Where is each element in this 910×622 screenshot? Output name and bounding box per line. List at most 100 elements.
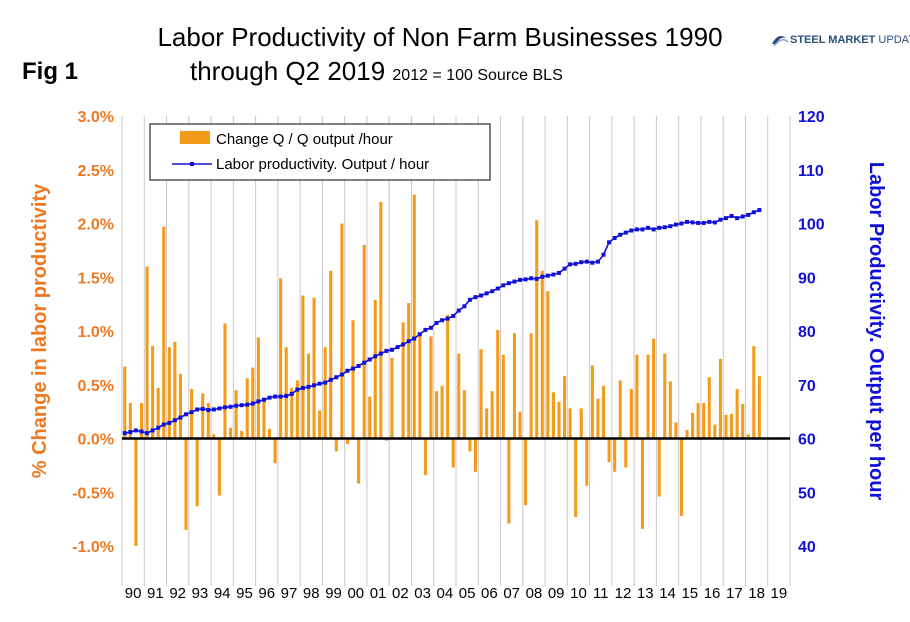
line-point: [590, 260, 595, 265]
bar-mark: [318, 410, 322, 439]
bar-mark: [323, 347, 327, 439]
x-tick-label: 01: [370, 585, 387, 602]
bar-mark: [379, 202, 383, 439]
line-point: [145, 431, 150, 436]
bar-mark: [579, 408, 583, 439]
line-point: [239, 403, 244, 408]
bar-mark: [206, 403, 210, 439]
bar-mark: [590, 365, 594, 439]
x-tick-label: 10: [570, 585, 587, 602]
right-tick-label: 110: [798, 163, 824, 180]
bar-mark: [217, 438, 221, 496]
bar-mark: [195, 438, 199, 507]
line-point: [679, 221, 684, 226]
bar-mark: [145, 266, 149, 439]
x-tick-label: 12: [615, 585, 632, 602]
line-point: [428, 325, 433, 330]
bar-mark: [440, 385, 444, 439]
line-point: [657, 225, 662, 230]
bar-mark: [535, 220, 539, 439]
line-point: [356, 363, 361, 368]
right-tick-label: 120: [798, 109, 825, 126]
x-tick-label: 17: [726, 585, 743, 602]
right-axis-title: Labor Productivity. Output per hour: [865, 162, 887, 501]
line-point: [512, 279, 517, 284]
line-point: [417, 332, 422, 337]
line-point: [222, 405, 227, 410]
line-point: [306, 384, 311, 389]
right-tick-label: 90: [798, 270, 816, 287]
legend: Change Q / Q output /hour Labor productiv…: [149, 123, 491, 181]
logo-text: STEEL MARKET UPDATE: [790, 34, 910, 46]
bar-mark: [234, 390, 238, 439]
line-point: [623, 230, 628, 235]
left-tick-label: 3.0%: [78, 109, 114, 126]
line-point: [562, 266, 567, 271]
line-point: [607, 240, 612, 245]
line-point: [261, 397, 266, 402]
chart-title-line1: Labor Productivity of Non Farm Businesse…: [157, 22, 723, 52]
bar-mark: [529, 333, 533, 439]
line-point: [150, 428, 155, 433]
bar-mark: [134, 438, 138, 546]
line-point: [440, 318, 445, 323]
bar-mark: [245, 378, 249, 439]
bar-mark: [635, 354, 639, 439]
line-point: [490, 289, 495, 294]
bar-mark: [507, 438, 511, 524]
bar-mark: [652, 338, 656, 439]
bar-mark: [468, 438, 472, 452]
line-point: [462, 304, 467, 309]
line-point: [189, 410, 194, 415]
x-tick-label: 09: [548, 585, 565, 602]
bar-mark: [574, 438, 578, 517]
line-point: [211, 407, 216, 412]
bar-mark: [412, 194, 416, 439]
bar-mark: [702, 403, 706, 439]
line-point: [256, 399, 261, 404]
bar-mark: [685, 429, 689, 439]
line-point: [295, 387, 300, 392]
line-point: [501, 283, 506, 288]
x-tick-label: 90: [125, 585, 142, 602]
bar-mark: [373, 299, 377, 439]
line-point: [351, 366, 356, 371]
left-tick-label: 1.0%: [78, 324, 114, 341]
bar-mark: [512, 333, 516, 439]
bar-mark: [613, 438, 617, 472]
bar-mark: [496, 329, 500, 439]
bar-mark: [462, 390, 466, 439]
bar-mark: [568, 408, 572, 439]
bar-mark: [730, 413, 734, 439]
bar-mark: [624, 438, 628, 468]
bar-mark: [173, 341, 177, 439]
bar-mark: [128, 403, 132, 439]
bar-mark: [752, 346, 756, 439]
bar-mark: [301, 295, 305, 439]
bar-mark: [167, 347, 171, 439]
line-point: [584, 259, 589, 264]
x-tick-label: 98: [303, 585, 320, 602]
bar-mark: [540, 270, 544, 439]
bar-mark: [479, 349, 483, 439]
x-tick-label: 18: [748, 585, 765, 602]
line-point: [634, 227, 639, 232]
line-point: [545, 273, 550, 278]
bar-mark: [546, 291, 550, 439]
line-point: [234, 403, 239, 408]
line-point: [646, 225, 651, 230]
bar-mark: [657, 438, 661, 497]
bar-mark: [423, 438, 427, 476]
line-point: [534, 276, 539, 281]
line-point: [618, 232, 623, 237]
line-point: [167, 420, 172, 425]
x-tick-label: 97: [281, 585, 298, 602]
x-tick-label: 11: [593, 585, 609, 602]
bar-mark: [306, 353, 311, 439]
bar-mark: [401, 322, 405, 439]
legend-bar-label: Change Q / Q output /hour: [216, 131, 393, 148]
bar-mark: [229, 427, 233, 439]
left-axis-title: % Change in labor productivity: [29, 183, 51, 478]
line-point: [389, 347, 394, 352]
